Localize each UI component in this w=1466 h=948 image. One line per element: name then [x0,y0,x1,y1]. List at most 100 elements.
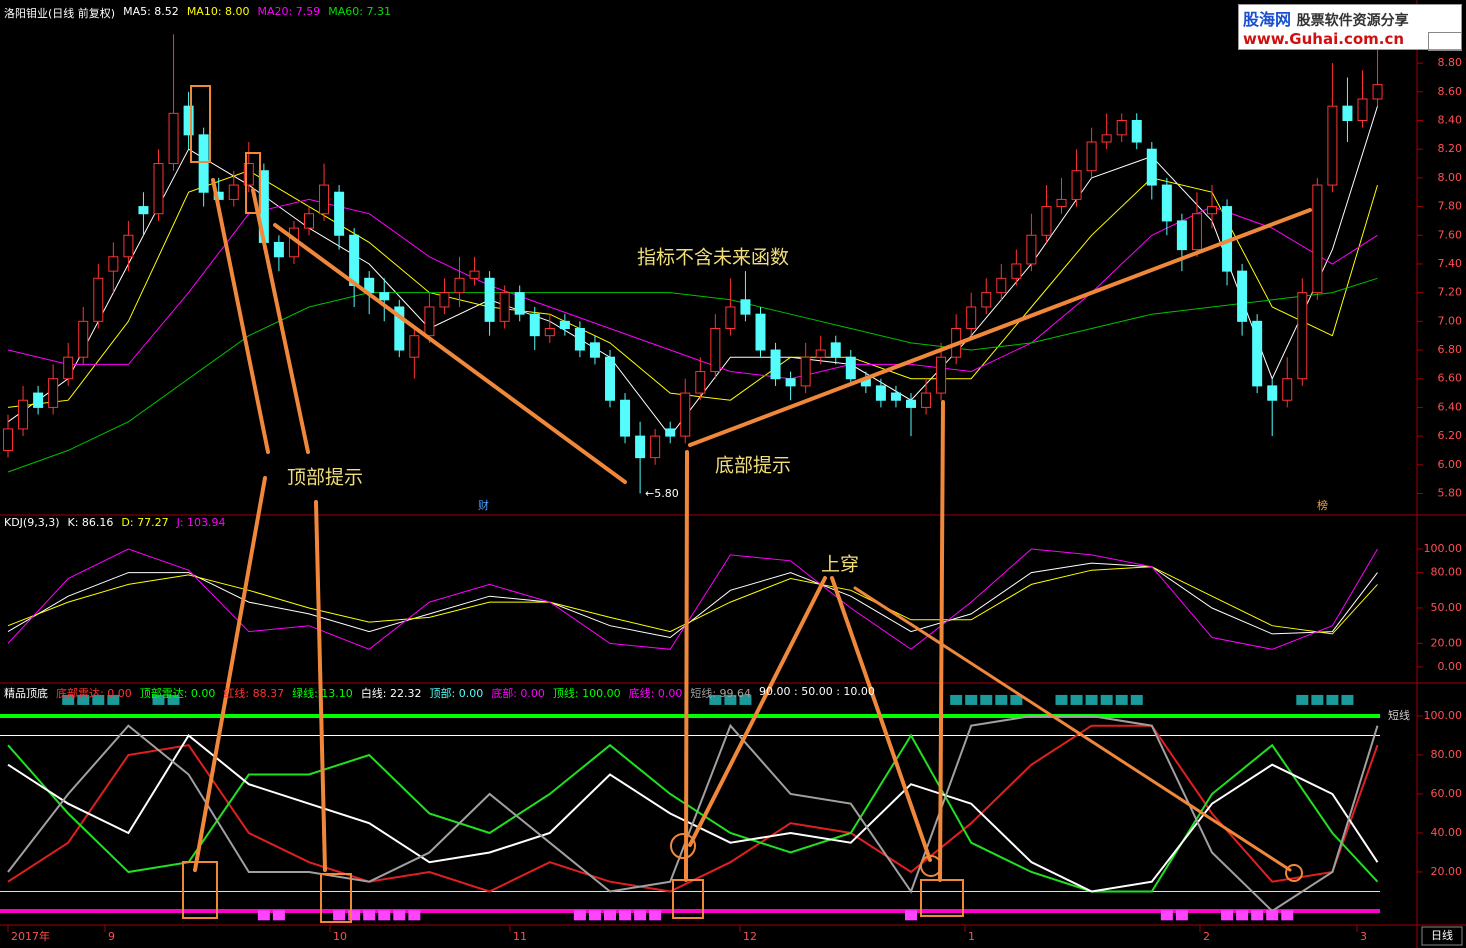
period-box[interactable] [1421,926,1463,946]
signal [995,694,1008,705]
candle-body [710,328,721,373]
header-item: 顶部: 0.00 [429,687,484,700]
candle-body [890,392,901,401]
y-tick-label: 8.20 [1438,142,1463,155]
signal [333,910,346,921]
x-tick-label: 2 [1203,930,1210,943]
signal [905,910,917,921]
signal [588,910,601,921]
y-tick-label: 60.00 [1431,787,1463,800]
header-item: MA10: 8.00 [186,5,250,18]
signal [77,694,90,705]
logo: 股海网 股票软件资源分享 www.Guhai.com.cn [1238,4,1462,50]
x-tick-label: 3 [1360,930,1367,943]
candle-body [755,313,766,351]
candle-body [168,112,179,165]
signal [378,910,391,921]
candle-body [921,392,932,408]
candle-body [123,234,134,258]
y-tick-label: 100.00 [1424,709,1463,722]
signal [619,910,632,921]
y-tick-label: 8.80 [1438,56,1463,69]
x-tick-label: 1 [968,930,975,943]
candle-body [1342,105,1353,122]
logo-slogan: 股票软件资源分享 [1296,13,1409,29]
annotation: 底部提示 [715,455,791,477]
candle-body [1357,98,1368,122]
series-line [7,715,1379,913]
kdj-header: KDJ(9,3,3) K: 86.16 D: 77.27 J: 103.94 [4,516,226,529]
candle-body [574,328,585,351]
y-tick-label: 6.00 [1438,458,1463,471]
y-tick-label: 6.40 [1438,400,1463,413]
signal [965,694,978,705]
signal [272,910,285,921]
series-line [7,724,1379,893]
candle-body [1101,134,1112,143]
candle-body [1161,184,1172,222]
candle-body [1011,263,1022,279]
signal [634,910,647,921]
signal [980,694,993,705]
main-header: 洛阳钼业(日线 前复权) MA5: 8.52 MA10: 8.00 MA20: 7.5… [4,5,391,21]
x-tick-label: 2017年 [11,929,50,943]
logo-period[interactable]: 日线 [1427,32,1462,51]
candle-body [845,356,856,380]
signal [1221,910,1234,921]
candle-body [93,277,104,322]
logo-url: www.Guhai.com.cn [1243,30,1405,48]
y-tick-label: 100.00 [1424,542,1463,555]
annotation: 顶部提示 [287,467,363,489]
x-tick-label: 12 [743,930,757,943]
candle-body [981,292,992,308]
candle-body [815,349,826,358]
y-tick-label: 8.00 [1438,171,1463,184]
candle-body [1131,120,1142,143]
header-item: KDJ(9,3,3) [4,516,60,529]
candle-body [1252,320,1263,387]
candle-body [830,342,841,358]
y-tick-label: 40.00 [1431,826,1463,839]
candle-body [108,256,119,272]
candle-body [1071,170,1082,200]
candle-body [635,435,646,459]
candle-body [1056,198,1067,208]
candle-body [1372,84,1383,100]
signal [257,910,270,921]
y-tick-label: 7.00 [1438,314,1463,327]
y-tick-label: 8.60 [1438,85,1463,98]
header-item: 短线: 99.64 [690,687,752,700]
signal [724,694,737,705]
candle-body [514,292,525,315]
y-tick-label: 6.60 [1438,372,1463,385]
candle-body [589,342,600,358]
signal [649,910,662,921]
candle-body [785,378,796,387]
candle-body [650,435,661,459]
signal [1130,694,1143,705]
candle-body [138,206,149,215]
logo-name: 股海网 [1243,10,1292,29]
signal [1296,694,1309,705]
signal [739,694,752,705]
y-tick-label: 80.00 [1431,748,1463,761]
series-line [7,106,1378,437]
candle-body [454,277,465,294]
x-tick-label: 10 [333,930,347,943]
signal [1085,694,1098,705]
signal [950,694,963,705]
candle-body [48,378,59,408]
candle-body [1282,378,1293,401]
series-line [7,198,1378,380]
candle-body [1191,213,1202,251]
candle-body [18,399,29,430]
series-line [7,548,1378,650]
candle-body [1086,141,1097,172]
header-item: K: 86.16 [67,516,114,529]
candle-body [1237,270,1248,322]
candle-body [334,191,345,236]
signal [1281,910,1294,921]
period-label[interactable]: 日线 [1431,928,1453,942]
candle-body [1312,184,1323,294]
